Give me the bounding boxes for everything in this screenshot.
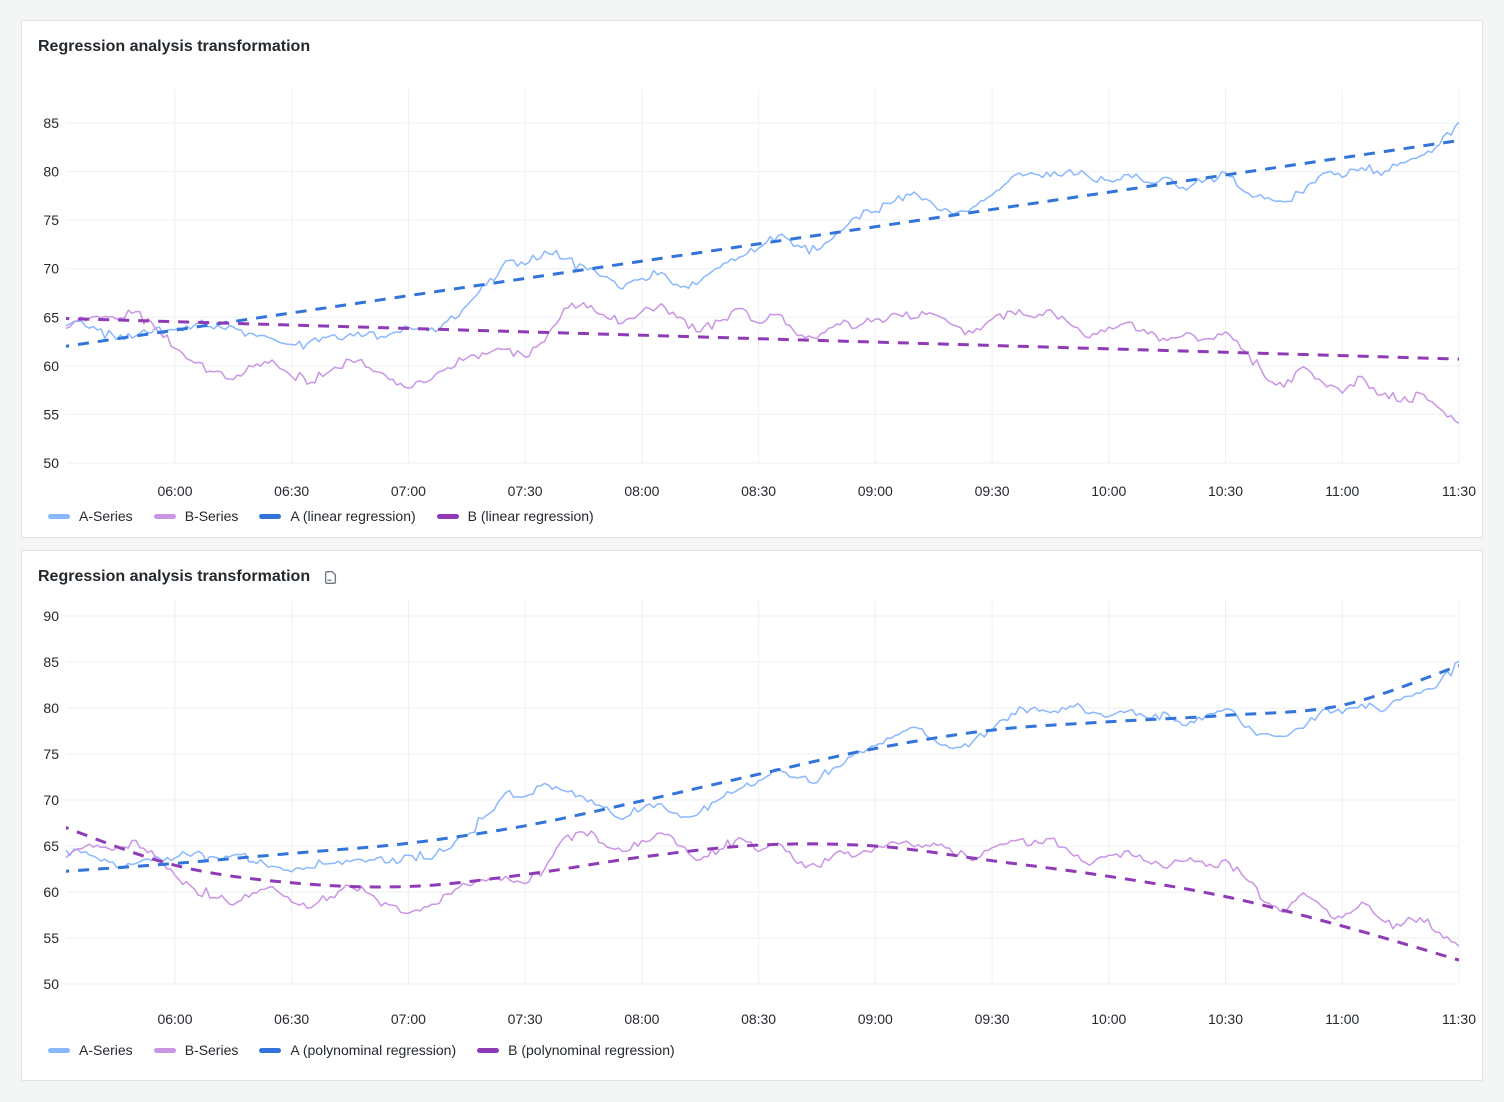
- legend-label: B (polynominal regression): [508, 1042, 675, 1058]
- svg-text:55: 55: [43, 406, 59, 422]
- svg-text:06:30: 06:30: [274, 483, 309, 499]
- svg-text:07:30: 07:30: [508, 483, 543, 499]
- svg-text:09:30: 09:30: [975, 1011, 1010, 1027]
- legend-swatch: [436, 513, 459, 519]
- panel-header: Regression analysis transformation: [22, 551, 1482, 591]
- svg-text:75: 75: [43, 746, 59, 762]
- svg-text:06:00: 06:00: [157, 483, 192, 499]
- series-line-a-linear-regression-: [66, 139, 1459, 348]
- svg-text:07:00: 07:00: [391, 483, 426, 499]
- svg-text:07:30: 07:30: [508, 1011, 543, 1027]
- time-series-chart[interactable]: 50 55 60 65 70 75 80 85 06:00 06:30 07:00 07:30 08:0…: [22, 21, 1482, 537]
- svg-text:60: 60: [43, 884, 59, 900]
- svg-text:10:00: 10:00: [1091, 483, 1126, 499]
- axes: 50 55 60 65 70 75 80 85 06:00 06:30 07:00 07:30 08:0…: [43, 89, 1476, 499]
- svg-text:70: 70: [43, 261, 59, 277]
- legend-item[interactable]: A (polynominal regression): [259, 1042, 456, 1058]
- legend-label: B (linear regression): [467, 508, 594, 524]
- series-line-a-series: [66, 121, 1459, 350]
- svg-text:08:00: 08:00: [624, 483, 659, 499]
- series-line-a-series: [66, 660, 1459, 873]
- legend-swatch: [48, 1047, 70, 1053]
- legend-label: B-Series: [184, 508, 239, 524]
- svg-text:11:00: 11:00: [1325, 483, 1359, 499]
- legend-label: B-Series: [184, 1042, 239, 1058]
- legend-swatch: [48, 513, 70, 519]
- svg-text:50: 50: [43, 455, 59, 471]
- svg-text:07:00: 07:00: [391, 1011, 426, 1027]
- svg-text:10:30: 10:30: [1208, 1011, 1243, 1027]
- svg-text:85: 85: [43, 654, 59, 670]
- svg-text:09:30: 09:30: [975, 483, 1010, 499]
- svg-text:08:30: 08:30: [741, 483, 776, 499]
- series-line-b-linear-regression-: [66, 317, 1459, 361]
- series-line-b-series: [66, 830, 1459, 947]
- panel-description-icon[interactable]: [323, 570, 338, 585]
- legend-item[interactable]: B-Series: [153, 508, 239, 524]
- time-series-chart[interactable]: 50 55 60 65 70 75 80 85 90 06:00 06:30 07:00 07:30 08…: [22, 551, 1482, 1080]
- panel-title[interactable]: Regression analysis transformation: [38, 567, 311, 585]
- svg-text:11:00: 11:00: [1325, 1011, 1359, 1027]
- svg-text:65: 65: [43, 838, 59, 854]
- svg-text:06:30: 06:30: [274, 1011, 309, 1027]
- svg-text:65: 65: [43, 309, 59, 325]
- legend-item[interactable]: B (linear regression): [436, 508, 594, 524]
- svg-text:80: 80: [43, 164, 59, 180]
- legend-label: A-Series: [79, 508, 133, 524]
- legend-swatch: [477, 1047, 500, 1053]
- svg-text:09:00: 09:00: [858, 483, 893, 499]
- svg-text:85: 85: [43, 115, 59, 131]
- series-line-b-polynominal-regression-: [66, 826, 1459, 962]
- legend-item[interactable]: A-Series: [48, 1042, 133, 1058]
- chart-legend: A-Series B-Series A (linear regression) B (…: [48, 508, 594, 524]
- legend-item[interactable]: B-Series: [153, 1042, 239, 1058]
- legend-label: A-Series: [79, 1042, 133, 1058]
- chart-legend: A-Series B-Series A (polynominal regressio…: [48, 1042, 675, 1058]
- svg-text:06:00: 06:00: [157, 1011, 192, 1027]
- svg-text:70: 70: [43, 792, 59, 808]
- legend-label: A (polynominal regression): [290, 1042, 457, 1058]
- legend-item[interactable]: B (polynominal regression): [477, 1042, 675, 1058]
- svg-text:11:30: 11:30: [1442, 1011, 1476, 1027]
- panel-regression-linear: Regression analysis transformation 50 55 6…: [21, 20, 1483, 538]
- series-line-a-polynominal-regression-: [66, 664, 1459, 873]
- svg-text:60: 60: [43, 358, 59, 374]
- series-line-b-series: [66, 301, 1459, 424]
- legend-swatch: [259, 1047, 282, 1053]
- legend-item[interactable]: A (linear regression): [259, 508, 416, 524]
- axes: 50 55 60 65 70 75 80 85 90 06:00 06:30 07:00 07:30 08…: [43, 599, 1476, 1027]
- panel-header: Regression analysis transformation: [22, 21, 1482, 61]
- svg-text:55: 55: [43, 930, 59, 946]
- legend-item[interactable]: A-Series: [48, 508, 133, 524]
- svg-text:09:00: 09:00: [858, 1011, 893, 1027]
- legend-swatch: [259, 513, 282, 519]
- svg-text:50: 50: [43, 976, 59, 992]
- panel-regression-polynomial: Regression analysis transformation 50 55 6…: [21, 550, 1483, 1081]
- svg-text:10:30: 10:30: [1208, 483, 1243, 499]
- legend-swatch: [153, 513, 176, 519]
- svg-text:75: 75: [43, 212, 59, 228]
- legend-swatch: [153, 1047, 176, 1053]
- panel-title[interactable]: Regression analysis transformation: [38, 37, 311, 55]
- svg-text:90: 90: [43, 608, 59, 624]
- svg-text:10:00: 10:00: [1091, 1011, 1126, 1027]
- svg-text:08:30: 08:30: [741, 1011, 776, 1027]
- svg-text:08:00: 08:00: [624, 1011, 659, 1027]
- svg-text:11:30: 11:30: [1442, 483, 1476, 499]
- svg-text:80: 80: [43, 700, 59, 716]
- legend-label: A (linear regression): [290, 508, 416, 524]
